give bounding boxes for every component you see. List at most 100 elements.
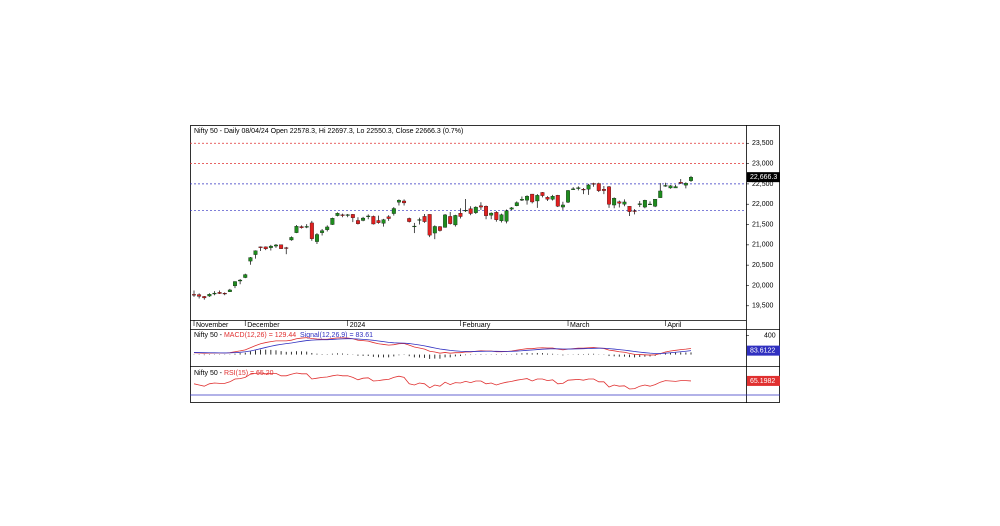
histogram-bar [301,351,302,355]
last-value-label: 65.1982 [750,378,775,385]
histogram-bar [296,351,297,355]
candle-body [601,189,606,191]
histogram-bar [623,354,625,357]
candle-body [571,188,576,190]
candle-body [320,230,325,233]
last-value-box [747,172,780,183]
candle-body [227,289,232,292]
candle-body [361,217,366,221]
histogram-bar [480,354,482,355]
histogram-bar [249,351,251,355]
panel-title-prefix: Nifty 50 - [194,332,224,339]
histogram-bar [239,353,241,355]
histogram-bar [393,354,395,357]
histogram-bar [265,349,267,355]
series-line [193,338,692,354]
x-tick-label: March [570,322,590,329]
histogram-bar [670,352,671,355]
candle-body [299,226,304,228]
y-tick-label: 21,000 [752,242,774,249]
histogram-bar [588,353,589,355]
candle-body [350,214,355,218]
y-tick-label: 400 [764,333,776,340]
candle-body [325,226,330,230]
candle-body [407,218,412,222]
candle-body [274,244,278,247]
candle-body [658,190,663,198]
candle-body [473,206,478,213]
candle-body [217,292,222,294]
histogram-bar [516,353,518,355]
histogram-bar [424,354,425,358]
histogram-bar [454,354,456,357]
histogram-bar [285,351,287,355]
candle-body [653,199,658,207]
histogram-bar [321,354,323,355]
candle-body [294,226,299,233]
candle-body [494,212,499,220]
candle-body [253,250,258,255]
histogram-bar [639,354,641,358]
y-tick-label: 19,500 [752,303,774,310]
candle-body [356,220,360,224]
candle-body [366,215,371,217]
candle-body [632,210,637,212]
histogram-bar [562,354,564,356]
frame [190,125,780,403]
candle-body [207,294,212,297]
candle-body [432,226,437,234]
candle-body [376,220,381,223]
candle-body [530,193,535,203]
histogram-bar [383,354,384,358]
candle-body [304,226,309,228]
candle-body [642,200,647,208]
candle-body [422,216,427,222]
candle-body [386,216,391,219]
candle-body [402,200,407,204]
candle-body [268,245,273,248]
histogram-bar [372,354,374,357]
candle-body [437,226,442,231]
candle-body [535,195,540,202]
y-tick-label: 23,500 [752,140,774,147]
histogram-bar [644,354,646,357]
candle-body [689,177,693,181]
candle-body [637,203,642,205]
candle-body [396,200,401,203]
histogram-bar [675,352,677,355]
histogram-bar [664,353,666,355]
panel-title: Nifty 50 - MACD(12,26) = 129.44 Signal(1… [194,332,373,339]
histogram-bar [255,350,256,355]
histogram-bar [444,354,446,358]
histogram-bar [347,353,349,355]
candle-body [248,257,253,262]
x-tick-label: December [247,322,280,329]
histogram-bar [649,354,651,357]
histogram-bar [434,354,436,359]
candle-body [581,189,586,191]
candle-body [417,219,422,221]
candle-body [514,202,519,206]
histogram-bar [337,353,338,355]
candle-body [197,294,202,297]
histogram-bar [357,354,359,356]
candle-body [458,213,463,217]
candle-body [566,190,570,203]
candle-body [550,196,555,200]
series-line [193,337,692,356]
candle-body [540,192,545,196]
candle-body [443,214,448,228]
candle-body [279,244,284,249]
x-tick-label: November [196,322,229,329]
y-tick-label: 23,000 [752,160,774,167]
candle-body [576,187,581,189]
candle-body [243,274,248,278]
candle-body [448,216,453,224]
last-value-box [747,375,780,386]
last-value-label: 83.6122 [750,347,775,354]
histogram-bar [629,354,630,358]
histogram-bar [260,349,262,355]
x-tick-label: April [667,322,681,329]
candle-body [412,225,417,228]
candle-body [192,294,196,296]
